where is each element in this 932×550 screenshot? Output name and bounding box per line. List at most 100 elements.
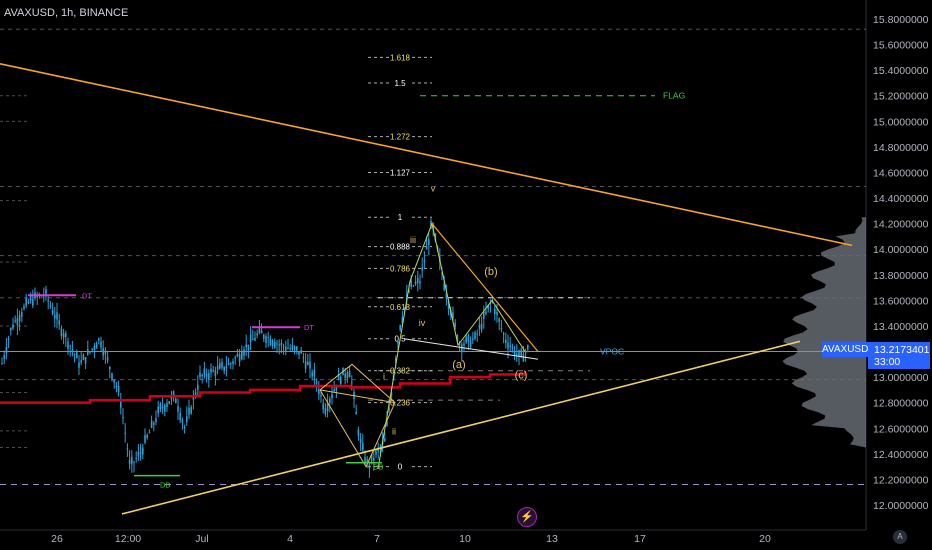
- candle-body: [414, 281, 417, 284]
- candle-body: [452, 312, 454, 319]
- candle-body: [29, 295, 32, 301]
- fib-level-label: 1: [398, 213, 403, 222]
- candle-body: [16, 318, 19, 326]
- candle-body: [377, 448, 379, 452]
- candle-body: [208, 373, 210, 380]
- candle-body: [412, 285, 415, 287]
- candle-body: [421, 266, 423, 271]
- candle-body: [315, 382, 318, 384]
- candle-body: [487, 305, 489, 309]
- candle-body: [496, 311, 498, 316]
- candle-body: [254, 337, 256, 341]
- price-tick-label: 14.6000000: [873, 167, 929, 179]
- db-label: DB: [160, 481, 170, 490]
- candle-body: [333, 389, 335, 392]
- candle-body: [247, 344, 250, 350]
- candle-body: [445, 292, 448, 299]
- vpoc-label: VPOC: [600, 347, 624, 357]
- candle-body: [131, 456, 133, 465]
- candle-body: [403, 308, 406, 310]
- candle-body: [172, 391, 175, 398]
- candle-body: [49, 305, 52, 307]
- auto-scale-button[interactable]: A: [893, 530, 907, 544]
- time-tick-label: 26: [51, 533, 63, 545]
- candle-body: [243, 349, 245, 356]
- candle-body: [47, 300, 49, 302]
- price-tick-label: 12.6000000: [873, 423, 929, 435]
- candle-body: [285, 346, 287, 351]
- fib-level-label: 0.888: [390, 243, 411, 252]
- candle-body: [447, 301, 450, 310]
- candle-body: [269, 338, 272, 346]
- candle-body: [335, 384, 338, 391]
- price-tick-label: 12.4000000: [873, 449, 929, 461]
- candle-body: [458, 343, 461, 346]
- candle-body: [238, 354, 241, 362]
- candle-body: [346, 372, 349, 379]
- db-label: DB: [373, 463, 383, 472]
- price-tick-label: 15.8000000: [873, 14, 929, 26]
- candle-body: [280, 342, 283, 346]
- dt-label: DT: [82, 291, 92, 300]
- candle-body: [168, 401, 170, 404]
- candle-body: [221, 361, 223, 368]
- candle-body: [331, 394, 333, 399]
- candle-body: [82, 354, 85, 360]
- candle-body: [210, 368, 212, 373]
- candle-body: [441, 272, 443, 274]
- candle-body: [320, 394, 322, 397]
- candle-body: [115, 385, 118, 387]
- candle-body: [443, 283, 445, 290]
- candle-body: [161, 406, 164, 409]
- candle-body: [364, 457, 366, 463]
- candle-body: [51, 310, 54, 315]
- candle-body: [425, 246, 428, 250]
- candle-body: [32, 299, 34, 306]
- candle-body: [18, 315, 21, 321]
- candle-body: [230, 363, 232, 365]
- candle-body: [516, 353, 518, 355]
- candle-body: [265, 336, 267, 343]
- candle-body: [348, 370, 351, 378]
- candle-body: [216, 365, 219, 370]
- fib-level-label: 0.786: [390, 264, 411, 273]
- candle-body: [513, 351, 516, 357]
- candle-body: [58, 320, 60, 325]
- candle-body: [135, 457, 137, 459]
- candle-body: [307, 361, 309, 365]
- candle-body: [474, 332, 476, 339]
- candle-body: [252, 338, 254, 341]
- time-tick-label: 12:00: [115, 533, 141, 545]
- candle-body: [326, 403, 329, 412]
- candle-body: [489, 302, 492, 304]
- candle-body: [21, 312, 23, 317]
- time-tick-label: Jul: [195, 533, 208, 545]
- candle-body: [181, 419, 184, 423]
- candle-body: [166, 403, 168, 407]
- pattern-diagonal: [319, 389, 396, 404]
- time-tick-label: 20: [759, 533, 771, 545]
- candle-body: [232, 361, 234, 365]
- candle-body: [287, 347, 289, 349]
- candle-body: [219, 363, 221, 369]
- candle-body: [25, 298, 27, 306]
- candle-body: [274, 341, 276, 348]
- candle-body: [234, 357, 236, 359]
- candle-body: [370, 454, 373, 462]
- candle-body: [139, 452, 142, 454]
- candle-body: [311, 372, 313, 377]
- candle-body: [192, 396, 195, 400]
- price-tick-label: 14.2000000: [873, 219, 929, 231]
- candle-body: [80, 360, 82, 363]
- alert-bolt-button[interactable]: ⚡: [517, 507, 537, 527]
- wave-label-i: i: [383, 372, 385, 382]
- candle-body: [417, 278, 419, 283]
- candle-body: [183, 426, 186, 428]
- candle-body: [23, 306, 25, 309]
- candle-body: [78, 362, 80, 368]
- candle-body: [212, 369, 214, 372]
- price-tick-label: 13.6000000: [873, 295, 929, 307]
- candle-body: [291, 344, 294, 350]
- candle-body: [502, 333, 505, 335]
